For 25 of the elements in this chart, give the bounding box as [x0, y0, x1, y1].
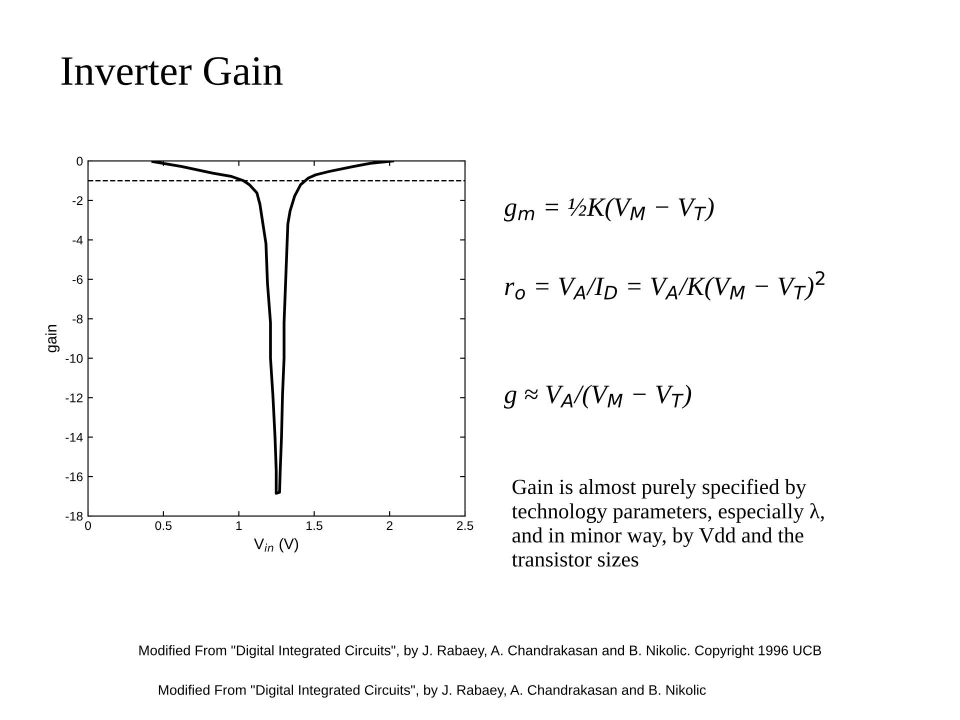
x-tick-label: 1	[236, 521, 242, 530]
y-tick-label: -6	[72, 275, 83, 284]
x-tick-label: 1.5	[306, 521, 322, 530]
y-tick-label: -16	[66, 472, 83, 482]
y-tick-label: -18	[66, 512, 83, 521]
text: Modified From "Digital Integrated Circuits", by J. Rabaey, A. Chandrakasan and B. Nikolic	[158, 684, 706, 698]
chart-title: Inverter Gain	[62, 57, 283, 86]
y-tick-label: -10	[66, 354, 83, 363]
text: g$_{m}$ = ½K(V$_{M}$ − V$_{T}$)	[504, 198, 714, 222]
y-tick-label: -4	[72, 236, 83, 244]
text: g ≈ V$_{A}$/(V$_{M}$ − V$_{T}$)	[504, 384, 692, 409]
x-tick-label: 2.5	[456, 521, 474, 530]
text: Modified From "Digital Integrated Circuits", by J. Rabaey, A. Chandrakasan and B. Nikolic. Copyright 1996 UCB	[139, 645, 822, 658]
y-tick-label: -12	[66, 393, 83, 402]
y-tick-label: 0	[76, 156, 83, 166]
x-axis-title: V$_{in}$ (V)	[254, 538, 298, 552]
x-tick-label: 2	[386, 521, 392, 530]
y-axis-title: gain	[45, 325, 60, 352]
text: r$_{o}$ = V$_{A}$/I$_{D}$ = V$_{A}$/K(V$_{M}$ − V$_{T}$)$^{2}$	[505, 271, 824, 301]
x-tick-label: 0.5	[155, 521, 172, 530]
text: Gain is almost purely specified by technology parameters, especially λ, and in minor way, by Vdd and the transistor sizes	[512, 478, 824, 567]
y-tick-label: -2	[72, 196, 83, 205]
y-tick-label: -8	[72, 314, 83, 324]
x-tick-label: 0	[85, 521, 92, 530]
y-tick-label: -14	[66, 433, 83, 442]
